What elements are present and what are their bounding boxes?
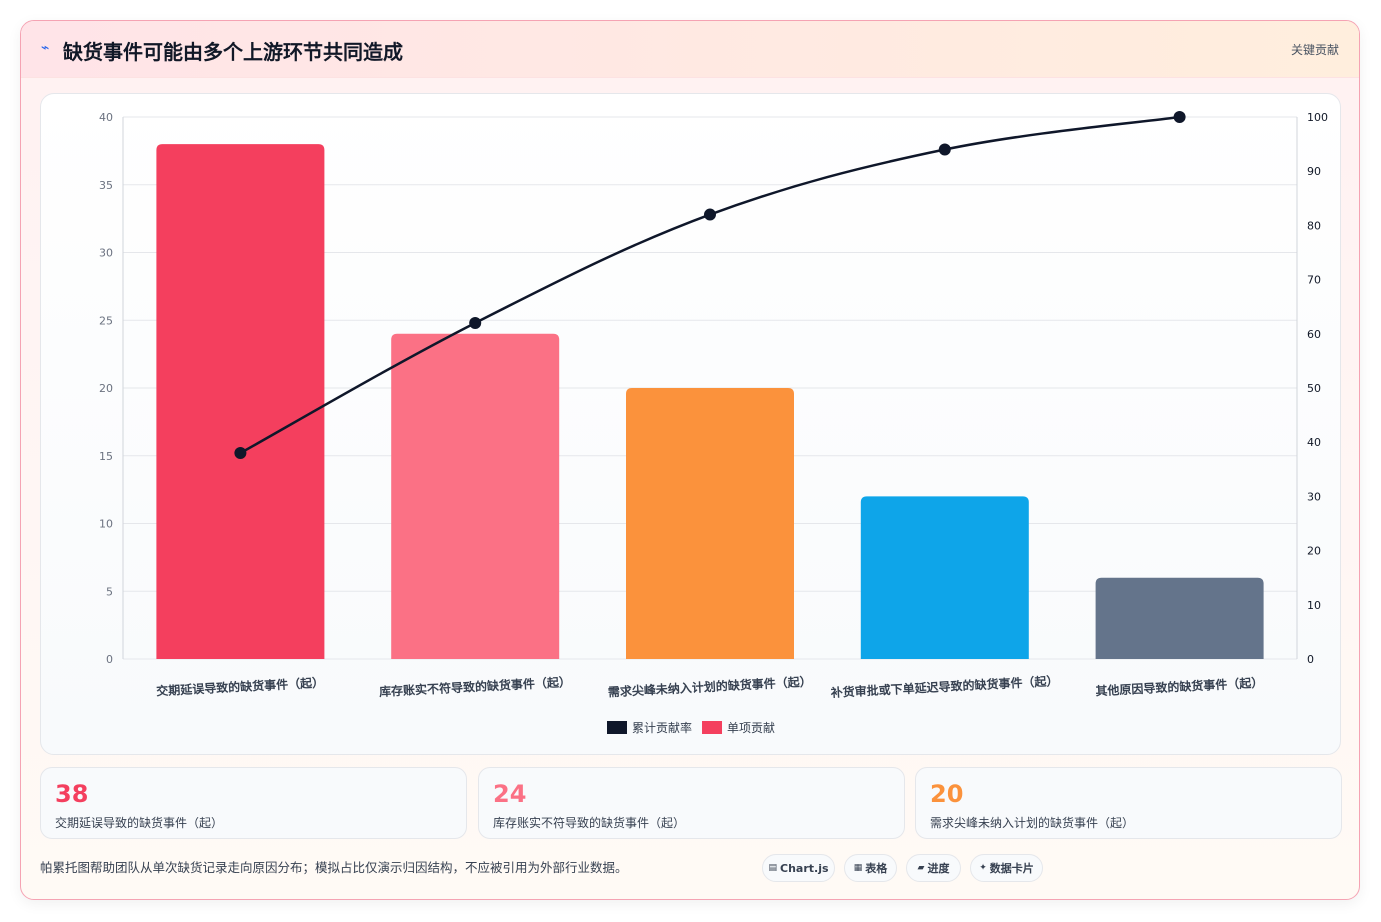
y-tick-right: 60 <box>1307 328 1321 341</box>
progress-icon: ▰ <box>917 863 925 873</box>
y-tick-right: 80 <box>1307 219 1321 232</box>
bar <box>391 333 560 659</box>
cumulative-point <box>234 447 247 460</box>
cumulative-point <box>469 316 482 329</box>
report-card: ⌁ 缺货事件可能由多个上游环节共同造成 关键贡献 0 5 10 15 20 25 30 35 4… <box>20 20 1360 900</box>
y-tick-left: 25 <box>99 314 113 327</box>
cumulative-point <box>938 143 951 156</box>
y-tick-right: 100 <box>1307 111 1328 124</box>
y-tick-right: 10 <box>1307 599 1321 612</box>
y-tick-right: 50 <box>1307 382 1321 395</box>
legend-label: 单项贡献 <box>727 720 775 735</box>
legend-swatch <box>702 721 723 734</box>
chip-table[interactable]: ▦ 表格 <box>844 854 897 882</box>
y-tick-left: 15 <box>99 450 113 463</box>
x-tick-label: 补货审批或下单延迟导致的缺货事件（起） <box>829 673 1058 700</box>
legend-label: 累计贡献率 <box>632 720 692 735</box>
stat-label: 库存账实不符导致的缺货事件（起） <box>493 816 686 830</box>
stat-value: 20 <box>930 780 964 808</box>
stat-card-2: 24 库存账实不符导致的缺货事件（起） <box>478 767 905 839</box>
stat-card-1: 38 交期延误导致的缺货事件（起） <box>40 767 467 839</box>
y-tick-right: 90 <box>1307 165 1321 178</box>
sparkle-icon: ✦ <box>979 863 987 873</box>
card-header: ⌁ 缺货事件可能由多个上游环节共同造成 关键贡献 <box>21 21 1359 78</box>
header-tag: 关键贡献 <box>1290 43 1339 57</box>
page-title: 缺货事件可能由多个上游环节共同造成 <box>63 40 403 64</box>
chip-data-card[interactable]: ✦ 数据卡片 <box>970 854 1043 882</box>
stat-label: 交期延误导致的缺货事件（起） <box>55 816 224 830</box>
chip-label: Chart.js <box>780 861 829 875</box>
table-icon: ▦ <box>853 863 863 873</box>
chip-label: 数据卡片 <box>989 862 1034 875</box>
y-tick-right: 20 <box>1307 545 1321 558</box>
y-tick-right: 0 <box>1307 653 1314 666</box>
x-tick-label: 交期延误导致的缺货事件（起） <box>156 675 325 699</box>
y-tick-right: 40 <box>1307 436 1321 449</box>
chart-icon: ▤ <box>768 863 777 873</box>
y-tick-left: 20 <box>99 382 113 395</box>
bar <box>626 388 794 659</box>
pulse-icon: ⌁ <box>41 40 50 56</box>
footnote: 帕累托图帮助团队从单次缺货记录走向原因分布；模拟占比仅演示归因结构，不应被引用为… <box>40 860 628 875</box>
y-tick-right: 30 <box>1307 490 1321 503</box>
stat-value: 38 <box>55 780 89 808</box>
y-tick-left: 5 <box>106 585 113 598</box>
bar <box>1095 577 1264 659</box>
chip-label: 进度 <box>927 862 950 875</box>
cumulative-point <box>1173 111 1186 123</box>
stat-label: 需求尖峰未纳入计划的缺货事件（起） <box>930 816 1135 830</box>
chip-chartjs[interactable]: ▤ Chart.js <box>762 854 835 882</box>
y-tick-left: 30 <box>99 247 113 260</box>
cumulative-point <box>704 208 716 221</box>
bar <box>860 496 1029 659</box>
y-tick-left: 40 <box>99 111 113 124</box>
chip-progress[interactable]: ▰ 进度 <box>906 854 961 882</box>
stat-card-3: 20 需求尖峰未纳入计划的缺货事件（起） <box>915 767 1342 839</box>
x-tick-label: 需求尖峰未纳入计划的缺货事件（起） <box>608 674 813 700</box>
bar <box>156 144 325 660</box>
y-tick-left: 10 <box>99 518 113 531</box>
legend-swatch <box>607 721 627 734</box>
x-tick-label: 其他原因导致的缺货事件（起） <box>1095 675 1264 699</box>
y-tick-left: 35 <box>99 179 113 192</box>
stat-value: 24 <box>493 780 527 808</box>
y-tick-left: 0 <box>106 653 113 666</box>
y-tick-right: 70 <box>1307 274 1321 287</box>
chart-panel: 0 5 10 15 20 25 30 35 40 0 10 20 30 40 50 60 70 80 90 100 … <box>40 93 1341 755</box>
x-tick-label: 库存账实不符导致的缺货事件（起） <box>379 674 572 699</box>
chip-label: 表格 <box>865 862 888 875</box>
